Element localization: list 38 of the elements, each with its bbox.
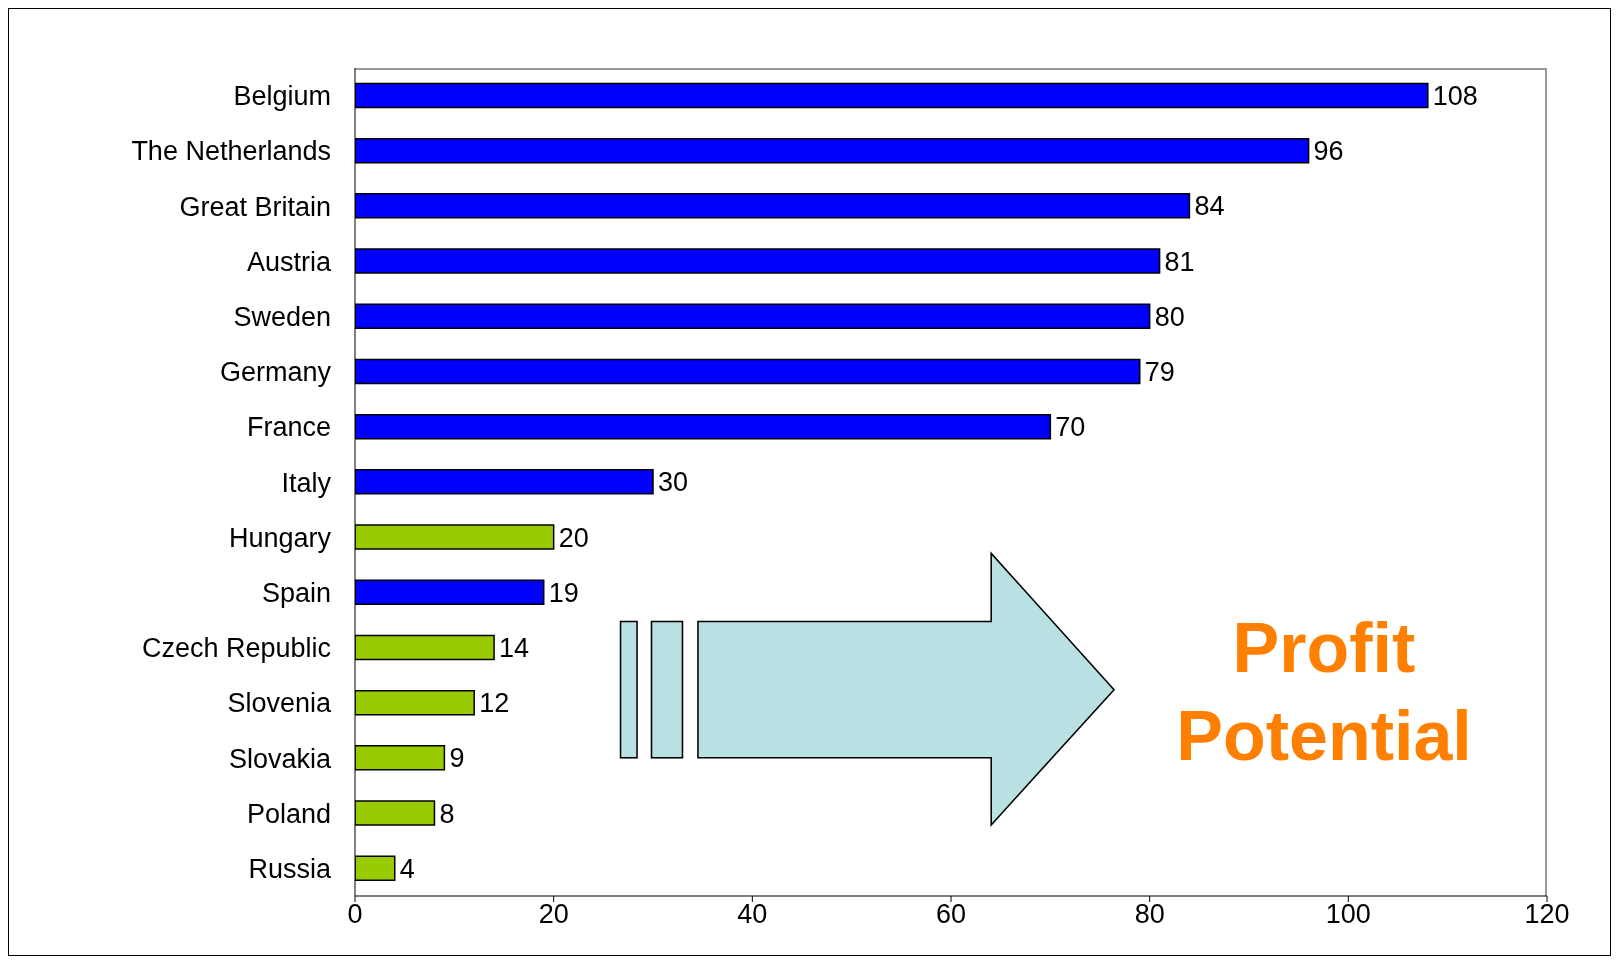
x-tick-label: 20: [538, 899, 569, 930]
y-tick-label: Slovakia: [228, 743, 332, 774]
data-label: 9: [449, 743, 465, 774]
x-tick-label: 60: [935, 899, 967, 930]
data-label: 96: [1313, 136, 1344, 167]
y-tick-label: Poland: [246, 798, 331, 829]
x-tick-label: 0: [347, 899, 363, 930]
data-label: 12: [479, 688, 510, 719]
data-label: 80: [1154, 301, 1185, 332]
y-tick-label: Czech Republic: [141, 633, 331, 664]
data-label: 20: [558, 522, 589, 553]
y-tick-label: Hungary: [228, 522, 332, 553]
y-tick-label: Austria: [246, 246, 332, 277]
data-label: 79: [1144, 357, 1175, 388]
y-tick-label: France: [246, 412, 331, 443]
data-label: 4: [399, 853, 415, 884]
data-label: 8: [439, 798, 455, 829]
y-tick-label: Belgium: [233, 81, 331, 112]
y-tick-label: Italy: [281, 467, 332, 498]
y-tick-label: Spain: [261, 577, 331, 608]
data-label: 84: [1194, 191, 1225, 222]
x-tick-label: 120: [1524, 899, 1570, 930]
y-tick-label: Slovenia: [227, 688, 332, 719]
data-label: 81: [1164, 246, 1195, 277]
data-label: 108: [1432, 81, 1478, 112]
x-tick-label: 40: [737, 899, 768, 930]
y-tick-label: Sweden: [233, 301, 331, 332]
data-label: 30: [658, 467, 689, 498]
annotation: Profit Potential: [1175, 608, 1473, 777]
y-tick-label: The Netherlands: [131, 136, 331, 167]
y-tick-label: Great Britain: [179, 191, 331, 222]
data-label: 19: [548, 577, 579, 608]
y-tick-label: Germany: [219, 357, 332, 388]
x-tick-label: 100: [1325, 899, 1371, 930]
data-label: 14: [499, 633, 530, 664]
x-tick-label: 80: [1134, 899, 1165, 930]
data-label: 70: [1055, 412, 1086, 443]
y-tick-label: Russia: [248, 853, 332, 884]
